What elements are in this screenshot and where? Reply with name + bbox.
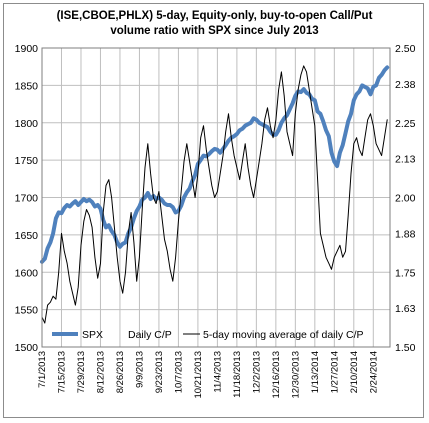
x-axis-tick-label: 10/21/2013 [193,351,204,399]
left-axis-tick-label: 1650 [15,230,39,242]
chart-title-line-2: volume ratio with SPX since July 2013 [110,25,319,37]
right-axis-tick-label: 1.50 [395,342,416,354]
right-axis-tick-label: 2.00 [395,193,416,205]
x-axis-tick-label: 7/15/2013 [56,351,67,393]
x-axis-tick-label: 9/23/2013 [154,351,165,393]
legend-label-spx: SPX [82,329,103,341]
left-axis-tick-label: 1850 [15,80,39,92]
x-axis-tick-label: 11/4/2013 [212,351,223,393]
right-axis-tick-label: 2.25 [395,118,416,130]
chart-title: (ISE,CBOE,PHLX) 5-day, Equity-only, buy-… [0,9,429,39]
x-axis-tick-label: 12/30/2013 [290,351,301,399]
x-axis-tick-label: 11/18/2013 [232,351,243,398]
chart-title-line-1: (ISE,CBOE,PHLX) 5-day, Equity-only, buy-… [56,10,373,22]
series-line-spx [40,65,390,264]
x-axis-tick-label: 8/26/2013 [115,351,126,393]
axes: 1500 1550 1600 1650 1700 1750 1800 1850 1900 1.50… [15,43,416,399]
left-axis-tick-label: 1600 [15,267,39,279]
right-axis-tick-label: 1.88 [395,228,416,240]
right-axis-tick-label: 1.75 [395,267,416,279]
right-axis-tick-label: 1.63 [395,303,416,315]
left-axis-tick-label: 1550 [15,305,39,317]
x-axis-tick-label: 1/27/2014 [329,351,340,393]
x-axis-tick-label: 12/16/2013 [271,351,282,399]
left-axis-tick-label: 1800 [15,118,39,130]
series-layer [40,65,390,324]
left-axis-tick-label: 1900 [15,43,39,55]
x-axis-tick-label: 1/13/2014 [310,351,321,393]
x-axis-tick-label: 7/29/2013 [76,351,87,393]
right-axis-tick-label: 2.13 [395,154,416,166]
x-axis-tick-label: 10/7/2013 [173,351,184,393]
legend-label-moving-average: 5-day moving average of daily C/P [203,329,364,341]
x-axis-tick-label: 2/10/2014 [349,351,360,393]
legend-label-daily-cp: Daily C/P [128,329,172,341]
left-axis-tick-label: 1750 [15,155,39,167]
x-axis-tick-label: 8/12/2013 [95,351,106,393]
x-axis-tick-label: 9/9/2013 [134,351,145,388]
x-axis-tick-label: 7/1/2013 [37,351,48,388]
legend: SPX Daily C/P 5-day moving average of dail… [52,329,364,341]
plot-border [41,47,391,348]
left-axis-tick-label: 1500 [15,342,39,354]
left-axis-tick-label: 1700 [15,193,39,205]
right-axis-tick-label: 2.38 [395,79,416,91]
right-axis-tick-label: 2.50 [395,43,416,55]
x-axis-tick-label: 12/2/2013 [251,351,262,393]
x-axis-tick-label: 2/24/2014 [368,351,379,393]
series-line-moving-average [41,65,388,324]
